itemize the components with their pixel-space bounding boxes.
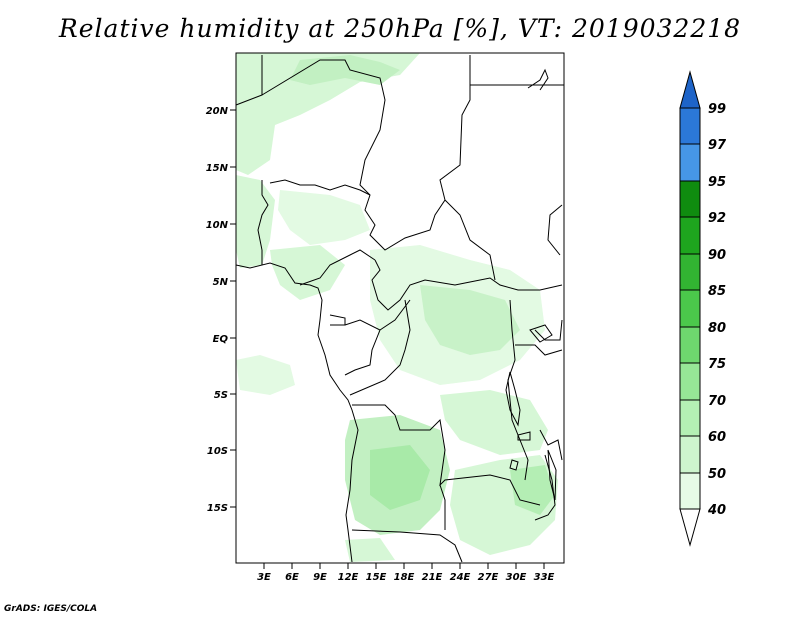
- colorbar-label: 75: [708, 357, 726, 372]
- lon-tick-label: 9E: [313, 572, 327, 583]
- colorbar-label: 99: [708, 102, 726, 117]
- lat-tick-label: 15N: [206, 163, 229, 174]
- lakes: [505, 324, 557, 501]
- lon-tick-label: 27E: [478, 572, 499, 583]
- colorbar-label: 60: [708, 430, 726, 445]
- humidity-region-south-2: [370, 445, 430, 510]
- humidity-region-ocean: [236, 355, 295, 395]
- humidity-region-southeast-2: [510, 465, 555, 515]
- humidity-region-southwest: [345, 538, 395, 562]
- colorbar-segment-80-85: [679, 289, 701, 328]
- colorbar-segment-50-60: [679, 435, 701, 474]
- humidity-region-north-2: [290, 55, 400, 85]
- lon-tick-label: 18E: [394, 572, 415, 583]
- latitude-axis: 20N 15N 10N 5N EQ 5S 10S 15S: [206, 106, 236, 514]
- lon-tick-label: 33E: [534, 572, 555, 583]
- colorbar-label: 97: [708, 138, 727, 153]
- colorbar-label: 80: [708, 321, 726, 336]
- colorbar-top-arrow: [679, 70, 701, 109]
- colorbar-label: 92: [708, 211, 726, 226]
- humidity-shading: [236, 53, 558, 562]
- country-borders: [235, 55, 564, 563]
- colorbar-bottom-arrow: [679, 508, 701, 547]
- colorbar-segment-90-92: [679, 216, 701, 255]
- lat-tick-label: 5N: [213, 277, 229, 288]
- humidity-region-sahel: [278, 190, 370, 245]
- colorbar-label: 90: [708, 248, 726, 263]
- lat-tick-label: 15S: [207, 503, 228, 514]
- humidity-region-coast: [270, 245, 345, 300]
- lat-tick-label: 5S: [214, 390, 228, 401]
- lat-tick-label: 10S: [207, 446, 228, 457]
- colorbar: 99 97 95 92 90 85 80 75 70 60 50 40: [679, 70, 727, 547]
- lon-tick-label: 6E: [285, 572, 299, 583]
- map-frame: [235, 52, 565, 564]
- colorbar-label: 85: [708, 284, 726, 299]
- colorbar-label: 50: [708, 467, 726, 482]
- colorbar-label: 95: [708, 175, 726, 190]
- lat-tick-label: 10N: [206, 220, 229, 231]
- lon-tick-label: 12E: [338, 572, 359, 583]
- colorbar-segment-70-75: [679, 362, 701, 401]
- map-plot-area: [235, 52, 565, 564]
- colorbar-segment-60-70: [679, 399, 701, 437]
- colorbar-segment-97-99: [679, 107, 701, 145]
- lat-tick-label: 20N: [206, 106, 229, 117]
- colorbar-segment-95-97: [679, 143, 701, 182]
- grads-credit: GrADS: IGES/COLA: [4, 604, 98, 614]
- colorbar-segment-92-95: [679, 180, 701, 218]
- humidity-region-central-2: [420, 285, 520, 355]
- humidity-region-west: [236, 175, 275, 268]
- lon-tick-label: 3E: [257, 572, 271, 583]
- colorbar-segment-75-80: [679, 326, 701, 364]
- humidity-region-east: [440, 390, 548, 455]
- colorbar-label: 70: [708, 394, 726, 409]
- lat-tick-label: EQ: [213, 334, 229, 345]
- lon-tick-label: 24E: [450, 572, 471, 583]
- colorbar-segment-85-90: [679, 253, 701, 291]
- longitude-axis: 3E 6E 9E 12E 15E 18E 21E 24E 27E 30E 33E: [257, 563, 555, 583]
- map-title: Relative humidity at 250hPa [%], VT: 201…: [58, 14, 742, 43]
- colorbar-segment-40-50: [679, 472, 701, 510]
- colorbar-label: 40: [707, 503, 726, 518]
- lon-tick-label: 21E: [422, 572, 443, 583]
- lon-tick-label: 30E: [506, 572, 527, 583]
- lon-tick-label: 15E: [366, 572, 387, 583]
